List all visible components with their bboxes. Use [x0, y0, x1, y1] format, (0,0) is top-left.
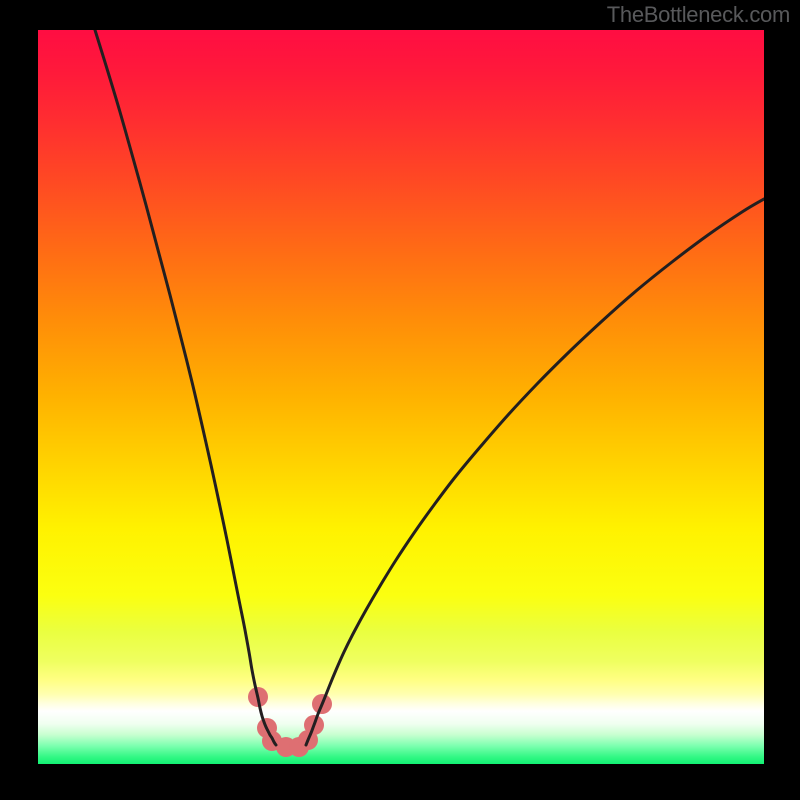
marker-group [248, 687, 332, 757]
watermark-text: TheBottleneck.com [607, 2, 790, 28]
plot-area [38, 30, 764, 764]
chart-svg [38, 30, 764, 764]
curve-path [306, 199, 764, 745]
curve-path [95, 30, 276, 745]
